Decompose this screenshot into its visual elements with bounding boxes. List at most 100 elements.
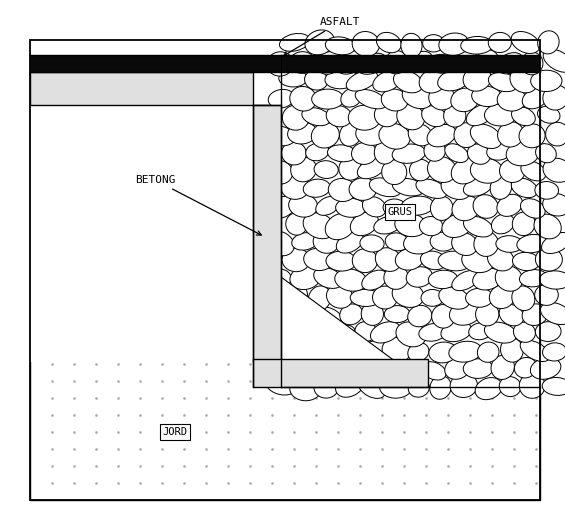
- Point: [353, 358, 362, 367]
- Point: [270, 314, 279, 323]
- Point: [260, 275, 269, 284]
- Point: [270, 138, 279, 147]
- Point: [104, 89, 113, 98]
- Point: [260, 259, 269, 267]
- Point: [237, 70, 246, 79]
- Point: [256, 342, 265, 351]
- Point: [402, 368, 411, 377]
- Point: [328, 358, 337, 367]
- Ellipse shape: [316, 52, 341, 74]
- Point: [312, 374, 321, 383]
- Point: [33, 82, 42, 91]
- Polygon shape: [281, 277, 430, 387]
- Point: [273, 206, 282, 215]
- Point: [35, 79, 44, 88]
- Point: [264, 116, 273, 124]
- Point: [94, 73, 103, 81]
- Point: [257, 302, 266, 311]
- Point: [216, 71, 225, 79]
- Point: [404, 378, 413, 386]
- Point: [154, 97, 163, 105]
- Ellipse shape: [385, 233, 408, 251]
- Point: [264, 236, 273, 244]
- Point: [414, 363, 423, 371]
- Point: [323, 364, 332, 373]
- Point: [253, 255, 262, 263]
- Point: [258, 306, 267, 314]
- Point: [363, 358, 372, 366]
- Point: [257, 204, 266, 212]
- Point: [257, 200, 266, 208]
- Point: [74, 79, 83, 87]
- Point: [105, 94, 114, 102]
- Point: [264, 111, 273, 120]
- Point: [254, 262, 263, 271]
- Point: [251, 275, 260, 284]
- Point: [235, 93, 244, 102]
- Point: [154, 77, 163, 86]
- Point: [272, 237, 281, 246]
- Point: [255, 345, 264, 353]
- Ellipse shape: [421, 106, 446, 127]
- Point: [267, 245, 276, 254]
- Point: [344, 370, 353, 379]
- Point: [268, 380, 277, 389]
- Point: [192, 85, 201, 93]
- Point: [33, 90, 42, 99]
- Point: [271, 185, 280, 194]
- Point: [259, 195, 268, 203]
- Point: [253, 350, 262, 359]
- Point: [268, 328, 277, 337]
- Point: [98, 88, 107, 96]
- Point: [202, 87, 211, 95]
- Point: [266, 303, 275, 312]
- Point: [272, 232, 281, 240]
- Point: [253, 372, 262, 380]
- Point: [265, 341, 274, 350]
- Point: [85, 93, 94, 102]
- Point: [406, 368, 415, 377]
- Point: [272, 160, 281, 168]
- Point: [225, 73, 234, 82]
- Point: [184, 79, 193, 88]
- Point: [99, 85, 108, 93]
- Point: [268, 295, 277, 304]
- Point: [192, 87, 201, 95]
- Point: [127, 78, 136, 86]
- Point: [253, 107, 262, 116]
- Point: [298, 375, 307, 384]
- Ellipse shape: [501, 338, 523, 362]
- Point: [32, 76, 41, 84]
- Ellipse shape: [486, 142, 513, 160]
- Point: [340, 373, 349, 381]
- Point: [280, 361, 289, 370]
- Point: [138, 95, 147, 103]
- Point: [268, 126, 277, 135]
- Ellipse shape: [408, 124, 432, 146]
- Point: [137, 73, 146, 81]
- Point: [141, 72, 150, 81]
- Point: [51, 95, 60, 104]
- Point: [267, 297, 276, 306]
- Ellipse shape: [314, 268, 343, 288]
- Point: [269, 151, 278, 160]
- Point: [89, 97, 98, 105]
- Point: [350, 364, 359, 372]
- Point: [389, 360, 398, 369]
- Point: [270, 274, 279, 282]
- Point: [276, 380, 285, 389]
- Point: [256, 260, 265, 268]
- Point: [258, 167, 267, 175]
- Ellipse shape: [328, 145, 357, 162]
- Point: [262, 126, 271, 134]
- Point: [108, 71, 118, 79]
- Point: [241, 74, 250, 83]
- Point: [379, 372, 388, 380]
- Point: [272, 303, 281, 311]
- Point: [361, 364, 370, 372]
- Point: [266, 332, 275, 341]
- Point: [271, 368, 280, 377]
- Ellipse shape: [408, 305, 432, 327]
- Ellipse shape: [475, 378, 502, 400]
- Ellipse shape: [361, 303, 384, 326]
